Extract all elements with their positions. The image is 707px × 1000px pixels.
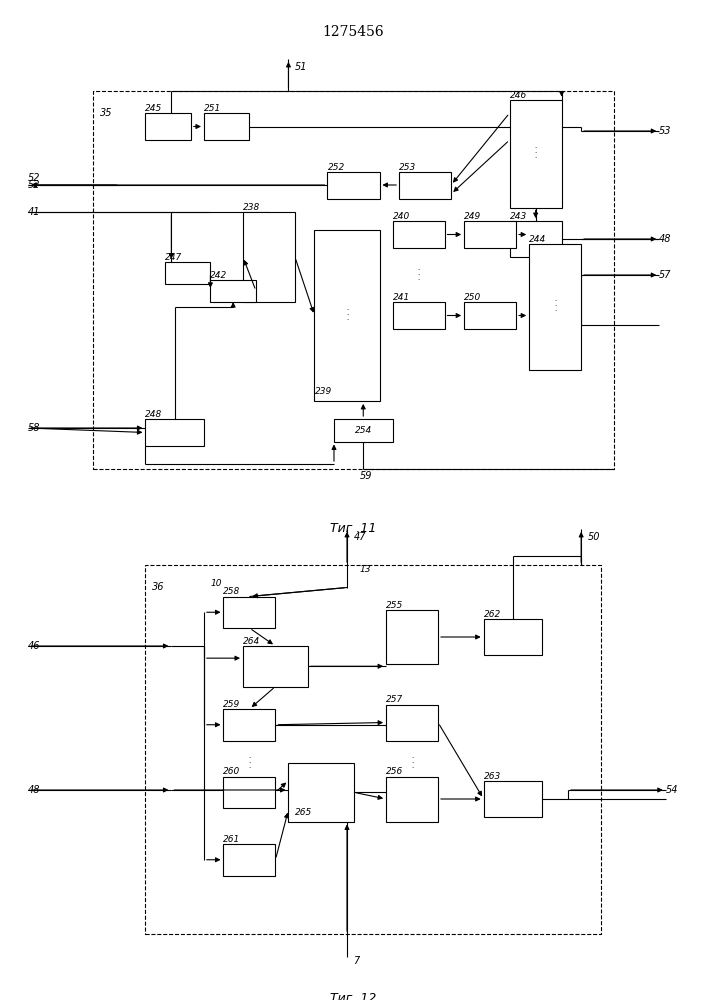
Text: 265: 265	[295, 808, 312, 817]
Bar	[484, 781, 542, 817]
Text: ·
·
·: · · ·	[411, 755, 413, 771]
Text: 262: 262	[484, 610, 501, 619]
Text: 239: 239	[315, 387, 332, 396]
Text: 258: 258	[223, 587, 240, 596]
Text: 252: 252	[327, 162, 345, 172]
Bar	[386, 704, 438, 740]
Bar	[146, 113, 191, 140]
Text: 13: 13	[360, 565, 371, 574]
Text: 50: 50	[588, 532, 600, 542]
Bar	[165, 261, 211, 284]
Text: 249: 249	[464, 212, 481, 221]
Text: 242: 242	[211, 270, 228, 279]
Text: 260: 260	[223, 768, 240, 776]
Text: 51: 51	[295, 62, 308, 73]
Text: ·
·
·: · · ·	[417, 267, 420, 283]
Bar	[315, 230, 380, 401]
Bar	[146, 419, 204, 446]
Text: 41: 41	[28, 207, 41, 217]
Text: 36: 36	[152, 582, 164, 592]
Text: ·
·
·: · · ·	[534, 145, 537, 161]
Bar	[93, 91, 614, 468]
Text: 238: 238	[243, 203, 260, 212]
Bar	[223, 596, 276, 628]
Text: 259: 259	[223, 700, 240, 709]
Bar	[464, 302, 516, 329]
Bar	[484, 619, 542, 655]
Text: 255: 255	[386, 601, 403, 610]
Text: 247: 247	[165, 252, 182, 261]
Bar	[510, 221, 561, 257]
Text: 251: 251	[204, 104, 221, 113]
Bar	[386, 776, 438, 822]
Bar	[243, 646, 308, 686]
Text: 59: 59	[360, 471, 373, 481]
Bar	[327, 172, 380, 198]
Text: 47: 47	[354, 532, 366, 542]
Text: 245: 245	[146, 104, 163, 113]
Text: 256: 256	[386, 768, 403, 776]
Text: 52: 52	[28, 173, 41, 183]
Text: 254: 254	[355, 426, 372, 435]
Text: Τиг. 12: Τиг. 12	[330, 992, 377, 1000]
Text: ·
·
·: · · ·	[346, 308, 348, 324]
Text: 244: 244	[529, 234, 547, 243]
Bar	[146, 565, 601, 934]
Bar	[529, 243, 581, 369]
Text: 1275456: 1275456	[322, 25, 385, 39]
Text: 261: 261	[223, 835, 240, 844]
Text: 246: 246	[510, 91, 527, 100]
Text: 264: 264	[243, 637, 260, 646]
Text: 48: 48	[659, 234, 672, 244]
Text: 10: 10	[211, 578, 222, 587]
Text: 58: 58	[28, 423, 41, 433]
Bar	[399, 172, 451, 198]
Text: 46: 46	[28, 641, 41, 651]
Bar	[392, 221, 445, 248]
Text: 54: 54	[666, 785, 678, 795]
Bar	[510, 100, 561, 208]
Text: 240: 240	[392, 212, 410, 221]
Text: 248: 248	[146, 410, 163, 419]
Bar	[223, 844, 276, 876]
Text: 48: 48	[28, 785, 41, 795]
Bar	[392, 302, 445, 329]
Bar	[204, 113, 250, 140]
Text: Τиг .11: Τиг .11	[330, 522, 377, 536]
Text: 53: 53	[659, 126, 672, 136]
Bar	[386, 610, 438, 664]
Bar	[288, 763, 354, 822]
Bar	[223, 709, 276, 740]
Text: 57: 57	[659, 270, 672, 280]
Text: ·
·
·: · · ·	[554, 298, 556, 314]
Text: 253: 253	[399, 162, 416, 172]
Bar	[223, 776, 276, 808]
Bar	[243, 212, 295, 302]
Bar	[211, 279, 256, 302]
Text: 35: 35	[100, 107, 112, 117]
Text: 257: 257	[386, 696, 403, 704]
Bar	[464, 221, 516, 248]
Text: 243: 243	[510, 212, 527, 221]
Text: ·
·
·: · · ·	[248, 755, 250, 771]
Text: 52: 52	[28, 180, 41, 190]
Text: 241: 241	[392, 293, 410, 302]
Text: 263: 263	[484, 772, 501, 781]
Bar	[334, 419, 392, 442]
Text: 250: 250	[464, 293, 481, 302]
Text: 7: 7	[354, 956, 360, 966]
